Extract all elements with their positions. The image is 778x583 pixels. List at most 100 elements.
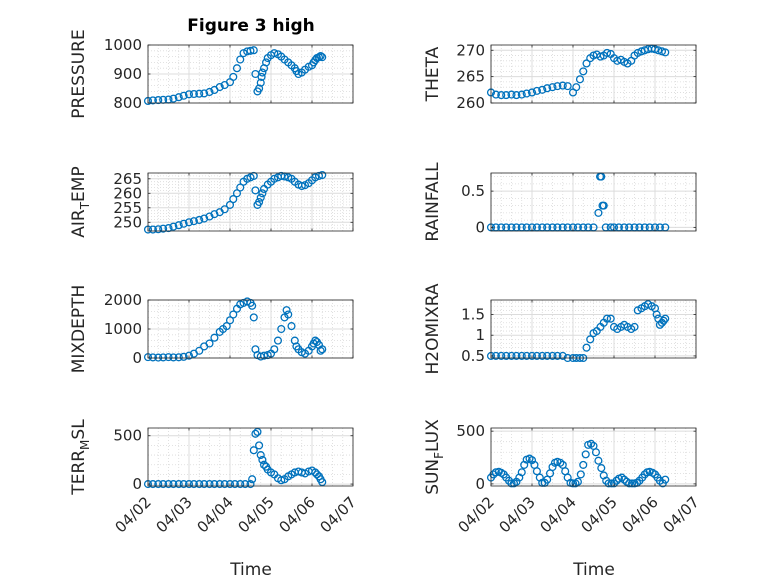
data-point — [236, 55, 245, 64]
data-point — [159, 480, 168, 489]
data-point — [627, 479, 637, 488]
data-point — [256, 193, 265, 202]
data-point — [246, 46, 255, 55]
data-point — [543, 351, 552, 360]
subplot-5: 0 1000 2000 MIXDEPTH — [69, 285, 354, 374]
y-tick-label: 1.5 — [461, 306, 485, 324]
data-point — [179, 480, 188, 489]
axes-box — [490, 172, 697, 232]
y-axis-label: MIXDEPTH — [69, 285, 89, 374]
data-point — [189, 480, 198, 489]
data-point — [522, 89, 531, 98]
data-point — [633, 48, 642, 57]
data-point — [255, 441, 264, 450]
data-point — [148, 225, 157, 234]
data-point — [230, 480, 239, 489]
data-point — [236, 480, 245, 489]
data-point — [609, 479, 619, 488]
data-point — [205, 339, 214, 348]
data-point — [154, 96, 163, 105]
data-point — [517, 468, 526, 477]
data-point — [581, 450, 590, 459]
data-point — [497, 91, 506, 100]
data-point — [502, 91, 511, 100]
data-point — [184, 351, 194, 360]
data-point — [174, 480, 183, 489]
data-point — [576, 470, 585, 479]
data-point — [522, 351, 531, 360]
data-point — [538, 85, 547, 94]
y-tick-label: 0 — [132, 475, 142, 493]
data-point — [154, 480, 163, 489]
data-point — [225, 200, 235, 209]
data-point — [259, 351, 269, 360]
data-point — [225, 480, 235, 489]
y-axis-label: THETA — [423, 46, 443, 102]
axes-box — [147, 427, 354, 487]
data-point — [527, 88, 537, 97]
x-tick-label: 04/06 — [619, 493, 662, 536]
data-point — [594, 208, 603, 217]
data-point — [563, 82, 572, 91]
x-tick-label: 04/07 — [660, 493, 703, 536]
data-point — [220, 205, 229, 214]
y-axis-label-subscript: F — [432, 452, 446, 459]
y-axis-label-main: MIXDEPTH — [69, 285, 89, 374]
data-point — [556, 458, 565, 467]
data-point — [164, 224, 173, 233]
data-point — [277, 476, 286, 485]
data-point — [258, 455, 267, 464]
data-point — [314, 171, 324, 180]
data-point — [195, 346, 204, 355]
data-point — [205, 212, 214, 221]
data-point — [572, 83, 581, 92]
data-point — [604, 479, 613, 488]
y-tick-label: 0 — [132, 349, 142, 367]
axes-box — [490, 44, 697, 104]
data-point — [311, 173, 320, 182]
data-point — [273, 336, 283, 345]
data-point — [661, 475, 670, 484]
data-point — [532, 86, 541, 95]
data-point — [255, 197, 264, 207]
data-point — [184, 218, 194, 227]
y-axis-label-main: RAINFALL — [423, 162, 443, 242]
data-point — [553, 351, 562, 360]
y-axis-label-suffix: EMP — [69, 166, 89, 202]
data-point — [582, 343, 591, 352]
data-point — [200, 89, 209, 98]
data-point — [543, 84, 552, 93]
data-point — [606, 314, 615, 323]
data-point — [575, 75, 585, 84]
data-point — [220, 480, 229, 489]
data-point — [169, 94, 178, 103]
y-axis-label-main: AIR — [69, 209, 89, 238]
data-point — [164, 353, 173, 362]
data-point — [538, 351, 547, 360]
y-tick-label: 0 — [475, 218, 485, 236]
y-tick-label: 500 — [456, 422, 485, 440]
data-point — [159, 353, 168, 362]
y-axis-label-main: THETA — [423, 46, 443, 102]
y-tick-label: 800 — [113, 94, 142, 112]
data-point — [270, 345, 279, 354]
x-axis-label-left: Time — [229, 560, 272, 580]
y-axis-label: TERRMSL — [69, 419, 92, 496]
y-axis-label: RAINFALL — [423, 162, 443, 242]
data-point — [200, 480, 209, 489]
data-point — [229, 310, 238, 319]
y-axis-label-main: SUN — [423, 459, 443, 495]
x-tick-label: 04/07 — [317, 493, 360, 536]
data-point — [602, 314, 612, 323]
data-point — [249, 446, 258, 455]
data-point — [179, 219, 188, 228]
data-point — [314, 53, 324, 62]
data-point — [582, 59, 591, 68]
data-point — [318, 478, 327, 487]
data-point — [579, 460, 588, 469]
data-point — [659, 316, 668, 325]
data-point — [256, 78, 265, 87]
x-tick-label: 04/03 — [496, 493, 539, 536]
y-tick-label: 1000 — [104, 320, 142, 338]
